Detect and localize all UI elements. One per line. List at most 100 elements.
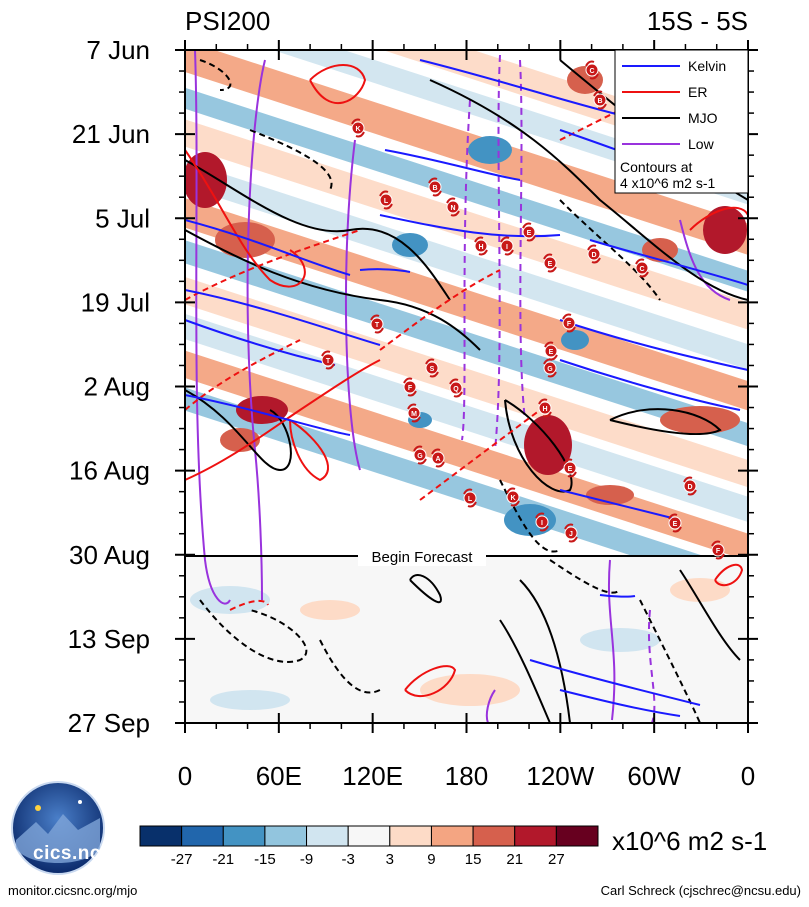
storm-marker-label: E xyxy=(549,349,554,356)
storm-marker: D xyxy=(587,244,601,264)
colorbar-level-label: 15 xyxy=(465,851,482,868)
colorbar-swatch xyxy=(472,825,516,847)
storm-marker-label: A xyxy=(435,456,440,463)
storm-marker-label: H xyxy=(478,244,483,251)
contour-note-1: Contours at xyxy=(620,159,692,175)
storm-marker: L xyxy=(379,190,393,210)
colorbar-swatch xyxy=(514,825,557,847)
storm-marker: T xyxy=(370,314,384,334)
colorbar-level-label: -27 xyxy=(171,851,193,868)
storm-marker: H xyxy=(538,398,552,418)
legend-label-low: Low xyxy=(688,136,715,152)
x-tick-label: 180 xyxy=(445,761,488,791)
storm-marker-label: C xyxy=(589,68,594,75)
legend-label-er: ER xyxy=(688,84,707,100)
storm-marker: E xyxy=(563,458,577,478)
storm-marker: I xyxy=(500,236,514,256)
storm-marker-label: I xyxy=(506,244,508,251)
storm-marker-label: T xyxy=(326,358,331,365)
y-tick-label: 21 Jun xyxy=(72,119,150,149)
storm-marker-label: J xyxy=(569,531,573,538)
contour-note-2: 4 x10^6 m2 s-1 xyxy=(620,175,715,191)
storm-marker: G xyxy=(543,358,557,378)
colorbar-swatch xyxy=(347,825,391,847)
colorbar-level-label: 21 xyxy=(506,851,523,868)
y-tick-label: 7 Jun xyxy=(86,35,150,65)
forecast-label: Begin Forecast xyxy=(372,549,474,566)
y-tick-labels: 7 Jun 21 Jun 5 Jul 19 Jul 2 Aug 16 Aug 30 Aug 1… xyxy=(68,35,150,738)
y-tick-label: 30 Aug xyxy=(69,540,150,570)
storm-marker: C xyxy=(585,60,599,80)
storm-marker: M xyxy=(407,403,421,423)
colorbar-level-label: -21 xyxy=(212,851,234,868)
cicsnc-logo xyxy=(11,781,105,875)
storm-marker: F xyxy=(562,313,576,333)
storm-marker-label: E xyxy=(548,261,553,268)
colorbar-swatch xyxy=(389,825,432,847)
storm-marker: I xyxy=(535,512,549,532)
storm-marker: H xyxy=(474,236,488,256)
storm-marker-label: M xyxy=(411,411,417,418)
x-tick-label: 60W xyxy=(627,761,681,791)
storm-marker: G xyxy=(413,445,427,465)
storm-marker: E xyxy=(543,253,557,273)
footer-credit: Carl Schreck (cjschrec@ncsu.edu) xyxy=(600,883,801,898)
storm-marker-label: C xyxy=(639,266,644,273)
storm-marker: B xyxy=(593,90,607,110)
colorbar-units: x10^6 m2 s-1 xyxy=(612,826,768,856)
storm-marker: A xyxy=(431,448,445,468)
storm-marker: C xyxy=(635,258,649,278)
storm-marker-label: K xyxy=(355,126,360,133)
storm-marker-label: F xyxy=(408,385,413,392)
colorbar-level-label: 27 xyxy=(548,851,565,868)
chart-title-right: 15S - 5S xyxy=(647,6,748,36)
storm-marker-label: G xyxy=(417,453,423,460)
storm-marker: Q xyxy=(449,378,463,398)
storm-marker: J xyxy=(564,523,578,543)
storm-marker: E xyxy=(522,222,536,242)
colorbar-level-label: -9 xyxy=(300,851,313,868)
x-tick-label: 120W xyxy=(526,761,594,791)
storm-marker: S xyxy=(425,358,439,378)
colorbar-level-label: -15 xyxy=(254,851,276,868)
storm-marker: F xyxy=(711,540,725,560)
y-tick-label: 2 Aug xyxy=(83,372,150,402)
storm-marker-label: N xyxy=(450,205,455,212)
storm-marker-label: L xyxy=(384,198,389,205)
colorbar: -27 -21 -15 -9 -3 3 9 15 21 27 xyxy=(139,825,599,868)
x-tick-label: 120E xyxy=(342,761,403,791)
storm-marker-label: G xyxy=(547,366,553,373)
storm-marker-label: F xyxy=(567,321,572,328)
chart-title-left: PSI200 xyxy=(185,6,270,36)
storm-marker-label: E xyxy=(568,466,573,473)
storm-markers: C B K B L N E H I D E C T F E G S T F Q M G A H E L K D I J E F xyxy=(321,60,725,560)
colorbar-swatch xyxy=(306,825,349,847)
forecast-label-bg xyxy=(358,546,486,566)
x-tick-label: 0 xyxy=(741,761,755,791)
storm-marker-label: I xyxy=(541,520,543,527)
colorbar-level-label: -3 xyxy=(342,851,355,868)
footer-url[interactable]: monitor.cicsnc.org/mjo xyxy=(8,883,138,898)
legend: Kelvin ER MJO Low Contours at 4 x10^6 m2… xyxy=(614,49,749,194)
storm-marker-label: F xyxy=(716,548,721,555)
storm-marker: B xyxy=(428,177,442,197)
storm-marker: N xyxy=(446,197,460,217)
storm-marker-label: T xyxy=(375,322,380,329)
y-tick-label: 5 Jul xyxy=(95,203,150,233)
y-tick-label: 19 Jul xyxy=(81,287,150,317)
storm-marker: K xyxy=(351,118,365,138)
colorbar-level-label: 3 xyxy=(386,851,394,868)
storm-marker-label: E xyxy=(673,521,678,528)
storm-marker-label: D xyxy=(687,484,692,491)
storm-marker-label: D xyxy=(591,252,596,259)
x-tick-label: 0 xyxy=(178,761,192,791)
storm-marker-label: S xyxy=(430,366,435,373)
y-tick-label: 16 Aug xyxy=(69,456,150,486)
storm-marker: F xyxy=(403,377,417,397)
storm-marker: K xyxy=(506,487,520,507)
storm-marker: D xyxy=(683,476,697,496)
legend-label-mjo: MJO xyxy=(688,110,718,126)
storm-marker: E xyxy=(668,513,682,533)
storm-marker-label: B xyxy=(597,98,602,105)
